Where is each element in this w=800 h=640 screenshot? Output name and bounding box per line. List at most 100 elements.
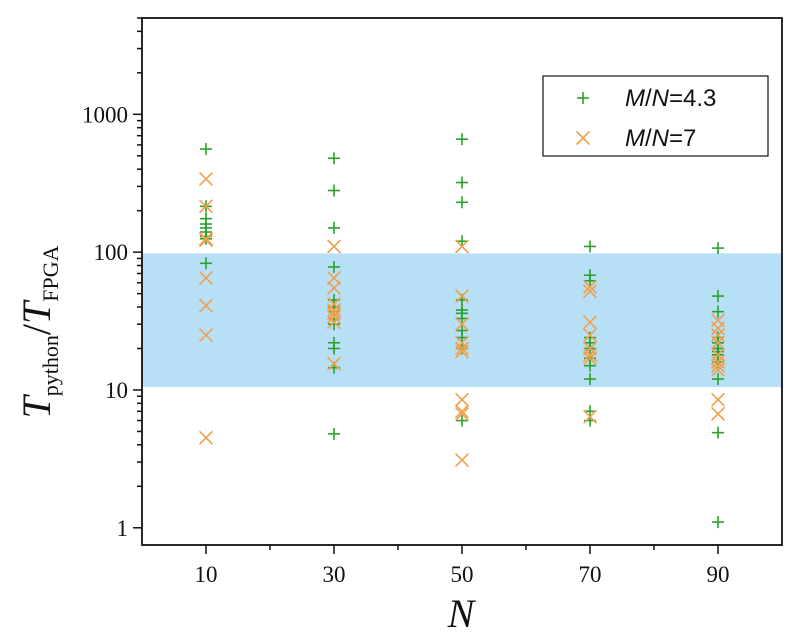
- marker-stroke: [454, 392, 470, 407]
- x-tick-label: 90: [707, 562, 730, 587]
- data-point-cross: [198, 328, 214, 343]
- data-point-cross: [198, 270, 214, 285]
- data-point-plus: [200, 257, 212, 270]
- y-axis-title: Tpython/TFPGA: [14, 245, 63, 418]
- marker-stroke: [582, 284, 598, 299]
- legend-marker-glyph: [575, 130, 591, 146]
- data-point-plus: [456, 312, 468, 325]
- marker-stroke: [710, 347, 726, 362]
- marker-stroke: [198, 328, 214, 343]
- data-point-cross: [326, 239, 342, 254]
- data-point-plus: [584, 240, 596, 253]
- data-point-cross: [454, 317, 470, 332]
- y-tick-label: 1000: [82, 102, 128, 127]
- marker-stroke: [454, 406, 470, 421]
- data-point-plus: [456, 235, 468, 248]
- data-point-plus: [328, 261, 340, 274]
- data-point-cross: [454, 341, 470, 356]
- y-axis-title-main: T: [14, 394, 59, 419]
- data-point-cross: [582, 351, 598, 366]
- marker-stroke: [326, 239, 342, 254]
- data-point-cross: [710, 406, 726, 421]
- data-point-cross: [326, 356, 342, 371]
- marker-stroke: [326, 309, 342, 324]
- data-point-plus: [456, 331, 468, 344]
- marker-stroke: [198, 171, 214, 186]
- marker-stroke: [710, 321, 726, 336]
- data-point-cross: [454, 406, 470, 421]
- data-point-cross: [198, 430, 214, 445]
- legend-label-2: M/N=7: [625, 125, 696, 152]
- data-point-plus: [584, 373, 596, 386]
- data-point-plus: [584, 359, 596, 372]
- marker-stroke: [582, 315, 598, 330]
- data-point-cross: [454, 392, 470, 407]
- data-point-cross: [326, 309, 342, 324]
- marker-stroke: [326, 270, 342, 285]
- marker-stroke: [582, 279, 598, 294]
- legend-item-2: M/N=7: [575, 125, 696, 152]
- legend-marker-cross: [575, 130, 591, 146]
- marker-stroke: [582, 347, 598, 362]
- marker-stroke: [198, 430, 214, 445]
- data-point-cross: [454, 239, 470, 254]
- y-tick-label: 1: [117, 516, 129, 541]
- plot-frame: [141, 17, 783, 546]
- marker-stroke: [454, 344, 470, 359]
- data-point-plus: [328, 152, 340, 165]
- marker-stroke: [326, 280, 342, 295]
- data-point-plus: [328, 427, 340, 440]
- data-point-plus: [200, 143, 212, 156]
- data-point-plus: [712, 290, 724, 303]
- marker-stroke: [710, 362, 726, 377]
- data-point-cross: [710, 358, 726, 373]
- data-point-plus: [712, 242, 724, 255]
- legend: M/N=4.3 M/N=7: [542, 75, 769, 157]
- marker-stroke: [454, 452, 470, 468]
- data-point-cross: [582, 284, 598, 299]
- data-point-plus: [328, 184, 340, 197]
- y-axis-title-slash: /: [14, 323, 59, 335]
- marker-stroke: [582, 328, 598, 343]
- data-point-cross: [710, 392, 726, 407]
- marker-stroke: [198, 199, 214, 214]
- data-point-cross: [198, 199, 214, 214]
- marker-stroke: [454, 239, 470, 254]
- data-point-cross: [582, 328, 598, 343]
- data-point-plus: [456, 414, 468, 427]
- data-point-cross: [710, 335, 726, 350]
- marker-stroke: [326, 315, 342, 330]
- data-point-cross: [454, 289, 470, 304]
- marker-stroke: [710, 335, 726, 350]
- marker-stroke: [454, 404, 470, 419]
- legend-marker-glyph: [577, 92, 589, 104]
- marker-stroke: [454, 317, 470, 332]
- data-point-cross: [198, 231, 214, 246]
- data-point-cross: [582, 409, 598, 424]
- x-tick-label: 10: [195, 562, 218, 587]
- data-point-cross: [710, 347, 726, 362]
- axis-ticks: [133, 17, 719, 554]
- data-point-cross: [454, 344, 470, 359]
- data-point-plus: [456, 133, 468, 146]
- data-point-plus: [328, 342, 340, 355]
- legend-label-1: M/N=4.3: [625, 85, 716, 112]
- data-point-cross: [710, 321, 726, 336]
- x-tick-label: 30: [323, 562, 346, 587]
- marker-stroke: [710, 392, 726, 407]
- legend-box: [542, 75, 769, 157]
- data-point-cross: [454, 404, 470, 419]
- marker-stroke: [454, 289, 470, 304]
- marker-stroke: [326, 356, 342, 371]
- x-tick-label: 70: [579, 562, 602, 587]
- data-point-cross: [198, 171, 214, 186]
- data-point-cross: [198, 298, 214, 313]
- marker-stroke: [326, 302, 342, 318]
- y-axis-title-sub2: FPGA: [38, 245, 63, 301]
- data-point-plus: [712, 373, 724, 386]
- legend-marker-plus: [577, 92, 589, 104]
- marker-stroke: [198, 298, 214, 313]
- marker-stroke: [575, 130, 591, 146]
- y-axis-title-main2: T: [14, 299, 59, 324]
